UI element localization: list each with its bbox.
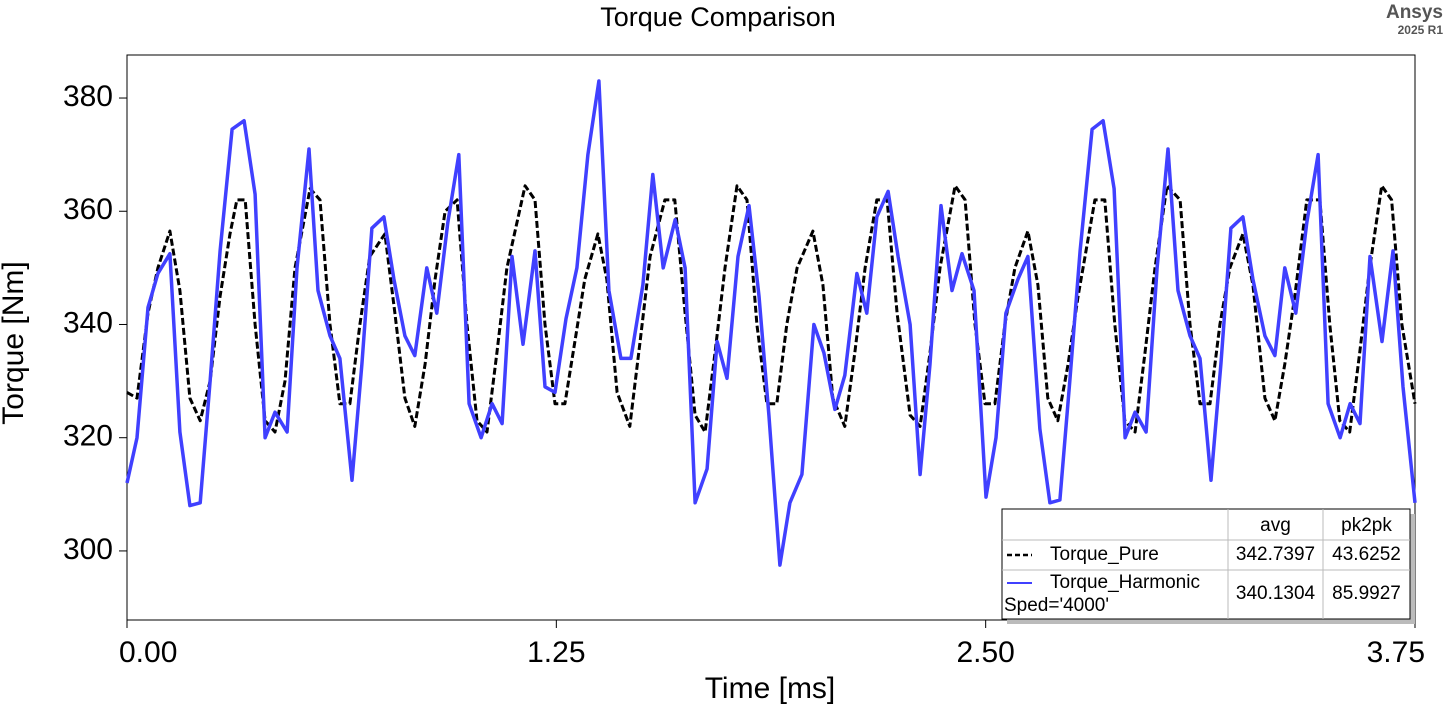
legend-label: Torque_Pure: [1050, 544, 1159, 565]
y-tick-label: 360: [63, 193, 113, 226]
legend-avg: 340.1304: [1236, 583, 1316, 604]
legend-pk2pk: 43.6252: [1332, 544, 1401, 565]
x-tick-label: 0.00: [119, 636, 177, 669]
chart-title: Torque Comparison: [600, 2, 836, 32]
brand: Ansys: [1386, 2, 1443, 23]
legend: [1001, 508, 1411, 620]
y-tick-label: 320: [63, 420, 113, 453]
version: 2025 R1: [1398, 23, 1444, 37]
y-axis-label: Torque [Nm]: [0, 261, 30, 424]
legend-label: Torque_Harmonic: [1050, 572, 1200, 593]
x-tick-label: 3.75: [1367, 636, 1425, 669]
legend-header: avg: [1260, 515, 1291, 536]
y-tick-label: 340: [63, 306, 113, 339]
legend-pk2pk: 85.9927: [1332, 583, 1401, 604]
x-tick-label: 1.25: [527, 636, 585, 669]
legend-variation: Sped='4000': [1004, 595, 1109, 616]
y-tick-label: 300: [63, 533, 113, 566]
plot-frame: [126, 54, 1416, 621]
y-tick-label: 380: [63, 80, 113, 113]
legend-avg: 342.7397: [1236, 544, 1315, 565]
x-tick-label: 2.50: [956, 636, 1014, 669]
series-line: [126, 184, 1417, 434]
series-line: [125, 79, 1417, 567]
legend-header: pk2pk: [1341, 515, 1392, 536]
x-axis-label: Time [ms]: [705, 672, 836, 705]
